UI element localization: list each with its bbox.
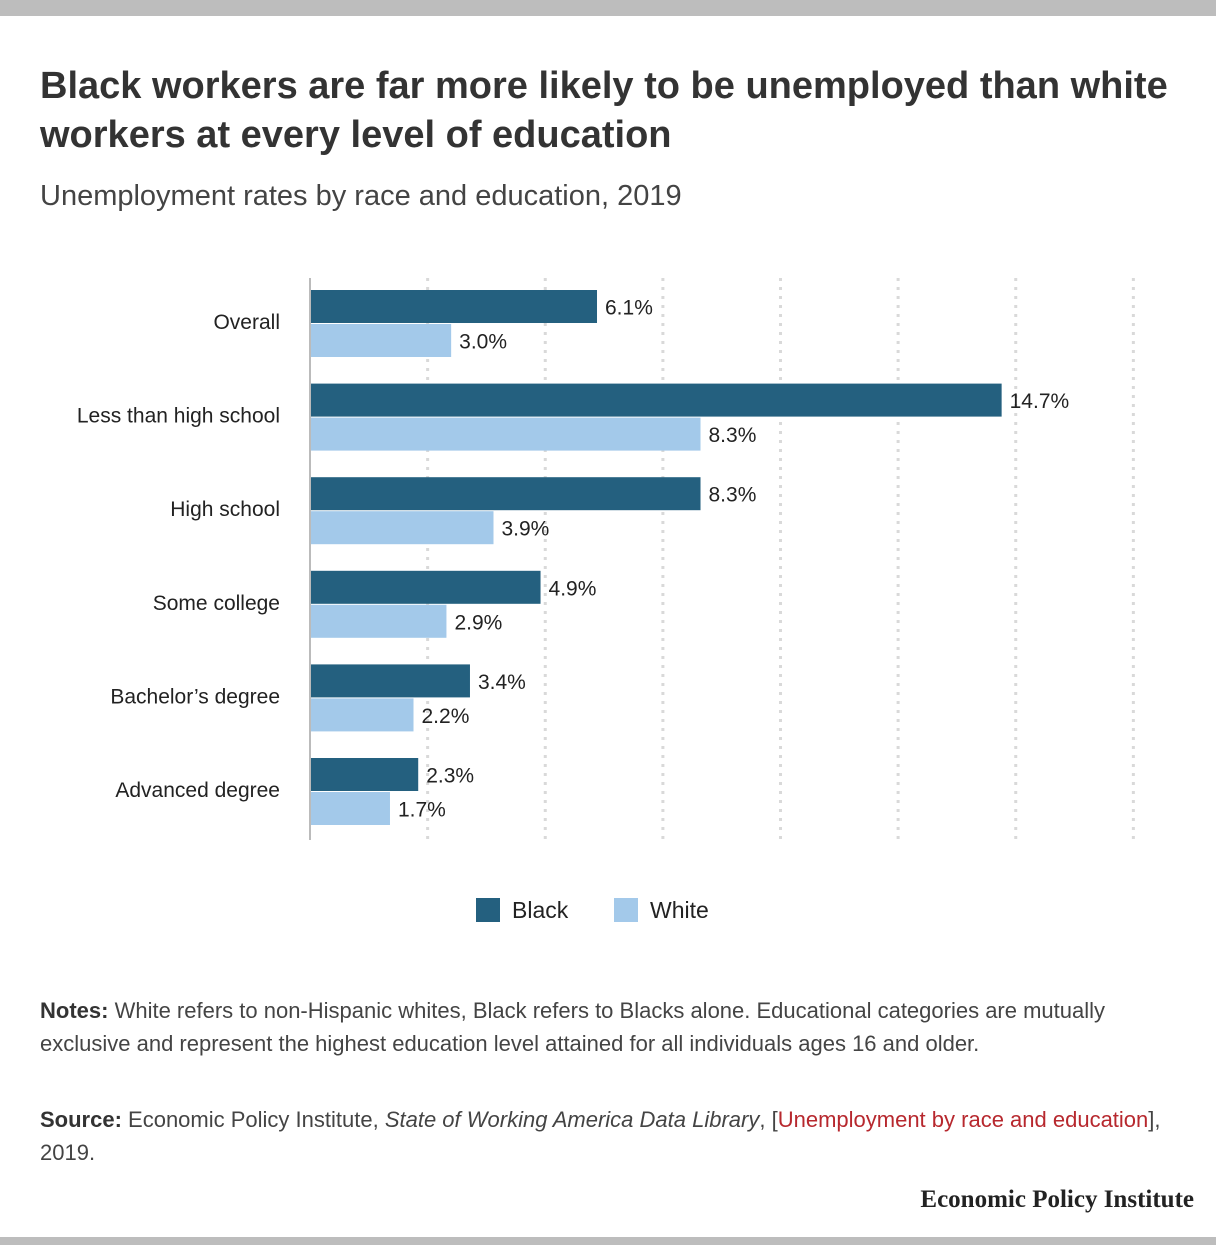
chart-title: Black workers are far more likely to be … <box>40 65 1168 156</box>
bar-black <box>310 664 470 698</box>
category-label: Some college <box>153 592 280 615</box>
bar-black <box>310 758 419 791</box>
category-label: Less than high school <box>77 405 280 428</box>
bottom-border <box>0 1237 1216 1245</box>
bar-white <box>310 324 452 357</box>
bar-chart: Overall 6.1% 3.0% Less than high school 14.7… <box>77 278 1135 840</box>
source-label: Source: <box>40 1107 122 1132</box>
bar-white <box>310 698 414 732</box>
bar-white <box>310 511 494 545</box>
data-label-white: 2.9% <box>454 611 502 634</box>
bar-black <box>310 570 541 604</box>
bar-black <box>310 290 598 323</box>
source: Source: Economic Policy Institute, State… <box>40 1103 1180 1169</box>
data-label-white: 8.3% <box>709 424 757 447</box>
data-label-white: 2.2% <box>422 705 470 728</box>
category-label: Overall <box>213 311 280 334</box>
legend-item-black: Black <box>476 894 568 926</box>
source-text-1: Economic Policy Institute, <box>121 1107 385 1132</box>
notes: Notes: White refers to non-Hispanic whit… <box>40 994 1180 1060</box>
data-label-white: 1.7% <box>398 799 446 822</box>
chart-legend: Black White <box>0 894 1216 926</box>
data-label-black: 6.1% <box>605 297 653 320</box>
data-label-black: 4.9% <box>549 577 597 600</box>
legend-swatch-white <box>614 898 638 922</box>
source-publication: State of Working America Data Library <box>384 1107 760 1132</box>
bar-black <box>310 383 1002 417</box>
data-label-white: 3.0% <box>459 331 507 354</box>
source-text-2: , [ <box>759 1107 778 1132</box>
data-label-black: 2.3% <box>426 765 474 788</box>
chart-subtitle: Unemployment rates by race and education… <box>40 180 682 212</box>
category-label: Advanced degree <box>115 779 280 802</box>
source-link[interactable]: Unemployment by race and education <box>777 1107 1149 1132</box>
data-label-black: 3.4% <box>478 671 526 694</box>
notes-label: Notes: <box>40 998 109 1023</box>
top-border <box>0 0 1216 16</box>
bar-white <box>310 604 447 638</box>
bar-black <box>310 477 701 511</box>
bar-white <box>310 417 701 451</box>
brand-logo-text: Economic Policy Institute <box>920 1186 1194 1213</box>
legend-label-white: White <box>650 896 709 923</box>
legend-label-black: Black <box>512 896 569 923</box>
legend-item-white: White <box>614 894 709 926</box>
data-label-black: 14.7% <box>1010 390 1070 413</box>
notes-text: White refers to non-Hispanic whites, Bla… <box>40 998 1106 1056</box>
data-label-black: 8.3% <box>709 484 757 507</box>
bar-white <box>310 792 390 825</box>
category-label: High school <box>170 498 280 521</box>
source-text-3: ], 2019. <box>40 1107 1161 1165</box>
data-label-white: 3.9% <box>501 518 549 541</box>
legend-swatch-black <box>476 898 500 922</box>
category-label: Bachelor’s degree <box>110 685 280 708</box>
